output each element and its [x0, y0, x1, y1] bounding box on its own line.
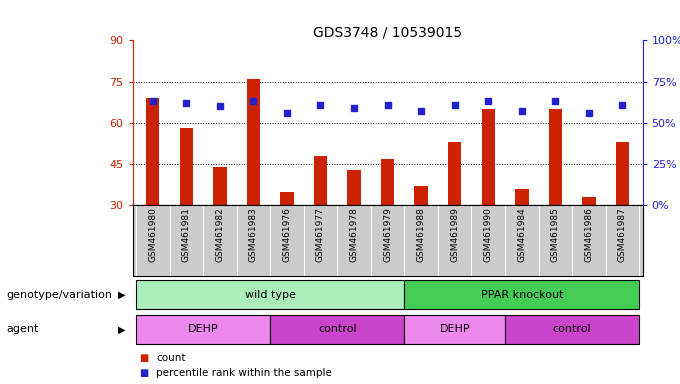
Bar: [213, 167, 226, 205]
Text: GSM461980: GSM461980: [148, 208, 157, 262]
Text: ■: ■: [139, 353, 149, 363]
Text: control: control: [553, 324, 592, 334]
Text: GSM461989: GSM461989: [450, 208, 459, 262]
Text: agent: agent: [7, 324, 39, 334]
Text: ■: ■: [139, 368, 149, 378]
Text: ▶: ▶: [118, 290, 126, 300]
Bar: [136, 280, 405, 310]
Text: GSM461982: GSM461982: [216, 208, 224, 262]
Bar: [381, 159, 394, 205]
Bar: [146, 98, 159, 205]
Text: GSM461986: GSM461986: [584, 208, 594, 262]
Bar: [481, 109, 495, 205]
Text: genotype/variation: genotype/variation: [7, 290, 113, 300]
Bar: [405, 314, 505, 344]
Text: GSM461978: GSM461978: [350, 208, 358, 262]
Bar: [280, 192, 294, 205]
Bar: [549, 109, 562, 205]
Bar: [505, 314, 639, 344]
Text: GSM461990: GSM461990: [483, 208, 493, 262]
Text: GSM461981: GSM461981: [182, 208, 191, 262]
Bar: [347, 170, 361, 205]
Bar: [405, 280, 639, 310]
Text: percentile rank within the sample: percentile rank within the sample: [156, 368, 333, 378]
Bar: [515, 189, 528, 205]
Text: DEHP: DEHP: [439, 324, 470, 334]
Text: wild type: wild type: [245, 290, 296, 300]
Bar: [616, 142, 629, 205]
Text: PPAR knockout: PPAR knockout: [481, 290, 563, 300]
Text: GSM461985: GSM461985: [551, 208, 560, 262]
Bar: [247, 79, 260, 205]
Bar: [136, 314, 270, 344]
Text: ▶: ▶: [118, 324, 126, 334]
Text: GSM461976: GSM461976: [282, 208, 292, 262]
Title: GDS3748 / 10539015: GDS3748 / 10539015: [313, 25, 462, 39]
Text: GSM461977: GSM461977: [316, 208, 325, 262]
Text: GSM461979: GSM461979: [383, 208, 392, 262]
Bar: [414, 186, 428, 205]
Text: GSM461984: GSM461984: [517, 208, 526, 262]
Text: control: control: [318, 324, 356, 334]
Bar: [448, 142, 462, 205]
Bar: [582, 197, 596, 205]
Text: count: count: [156, 353, 186, 363]
Text: GSM461987: GSM461987: [618, 208, 627, 262]
Bar: [313, 156, 327, 205]
Text: GSM461988: GSM461988: [417, 208, 426, 262]
Bar: [270, 314, 405, 344]
Bar: [180, 128, 193, 205]
Text: DEHP: DEHP: [188, 324, 218, 334]
Text: GSM461983: GSM461983: [249, 208, 258, 262]
